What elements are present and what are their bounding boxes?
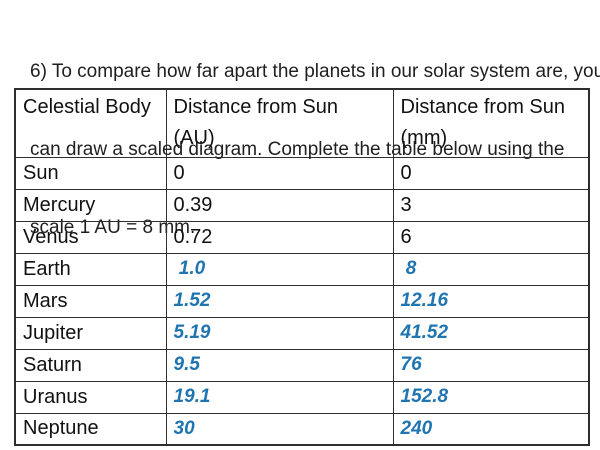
table-row: Uranus 19.1 152.8 (14, 380, 590, 414)
table-row: Saturn 9.5 76 (14, 348, 590, 382)
question-line-1: 6) To compare how far apart the planets … (30, 61, 600, 82)
cell-distance-mm: 152.8 (392, 380, 590, 414)
cell-celestial-body: Mars (14, 284, 167, 318)
header-celestial-body: Celestial Body (14, 88, 167, 158)
cell-celestial-body: Venus (14, 220, 167, 254)
header-distance-mm-label: Distance from Sun (400, 96, 566, 118)
cell-celestial-body: Sun (14, 156, 167, 190)
cell-celestial-body: Saturn (14, 348, 167, 382)
table-row: Neptune 30 240 (14, 412, 590, 446)
distance-table: Celestial Body Distance from Sun (AU) Di… (14, 88, 590, 446)
table-row: Sun 0 0 (14, 156, 590, 190)
cell-celestial-body: Mercury (14, 188, 167, 222)
header-distance-au: Distance from Sun (AU) (165, 88, 394, 158)
cell-distance-mm: 0 (392, 156, 590, 190)
header-row: Celestial Body Distance from Sun (AU) Di… (14, 88, 590, 158)
cell-celestial-body: Earth (14, 252, 167, 286)
cell-distance-mm: 12.16 (392, 284, 590, 318)
table-row: Mercury 0.39 3 (14, 188, 590, 222)
cell-distance-au: 0.39 (165, 188, 394, 222)
cell-celestial-body: Jupiter (14, 316, 167, 350)
cell-distance-au: 1.0 (165, 252, 394, 286)
cell-distance-mm: 8 (392, 252, 590, 286)
cell-distance-au: 0 (165, 156, 394, 190)
cell-distance-au: 1.52 (165, 284, 394, 318)
header-distance-au-unit: (AU) (173, 127, 215, 149)
cell-celestial-body: Neptune (14, 412, 167, 446)
cell-distance-au: 9.5 (165, 348, 394, 382)
cell-distance-au: 19.1 (165, 380, 394, 414)
header-distance-au-label: Distance from Sun (173, 96, 339, 118)
cell-distance-mm: 3 (392, 188, 590, 222)
table-row: Jupiter 5.19 41.52 (14, 316, 590, 350)
cell-distance-au: 30 (165, 412, 394, 446)
header-celestial-body-label: Celestial Body (23, 96, 151, 118)
cell-distance-au: 5.19 (165, 316, 394, 350)
cell-distance-mm: 76 (392, 348, 590, 382)
cell-distance-au: 0.72 (165, 220, 394, 254)
cell-celestial-body: Uranus (14, 380, 167, 414)
header-distance-mm: Distance from Sun (mm) (392, 88, 590, 158)
cell-distance-mm: 6 (392, 220, 590, 254)
header-distance-mm-unit: (mm) (400, 127, 448, 149)
table-row: Mars 1.52 12.16 (14, 284, 590, 318)
cell-distance-mm: 41.52 (392, 316, 590, 350)
cell-distance-mm: 240 (392, 412, 590, 446)
table-row: Venus 0.72 6 (14, 220, 590, 254)
table-row: Earth 1.0 8 (14, 252, 590, 286)
